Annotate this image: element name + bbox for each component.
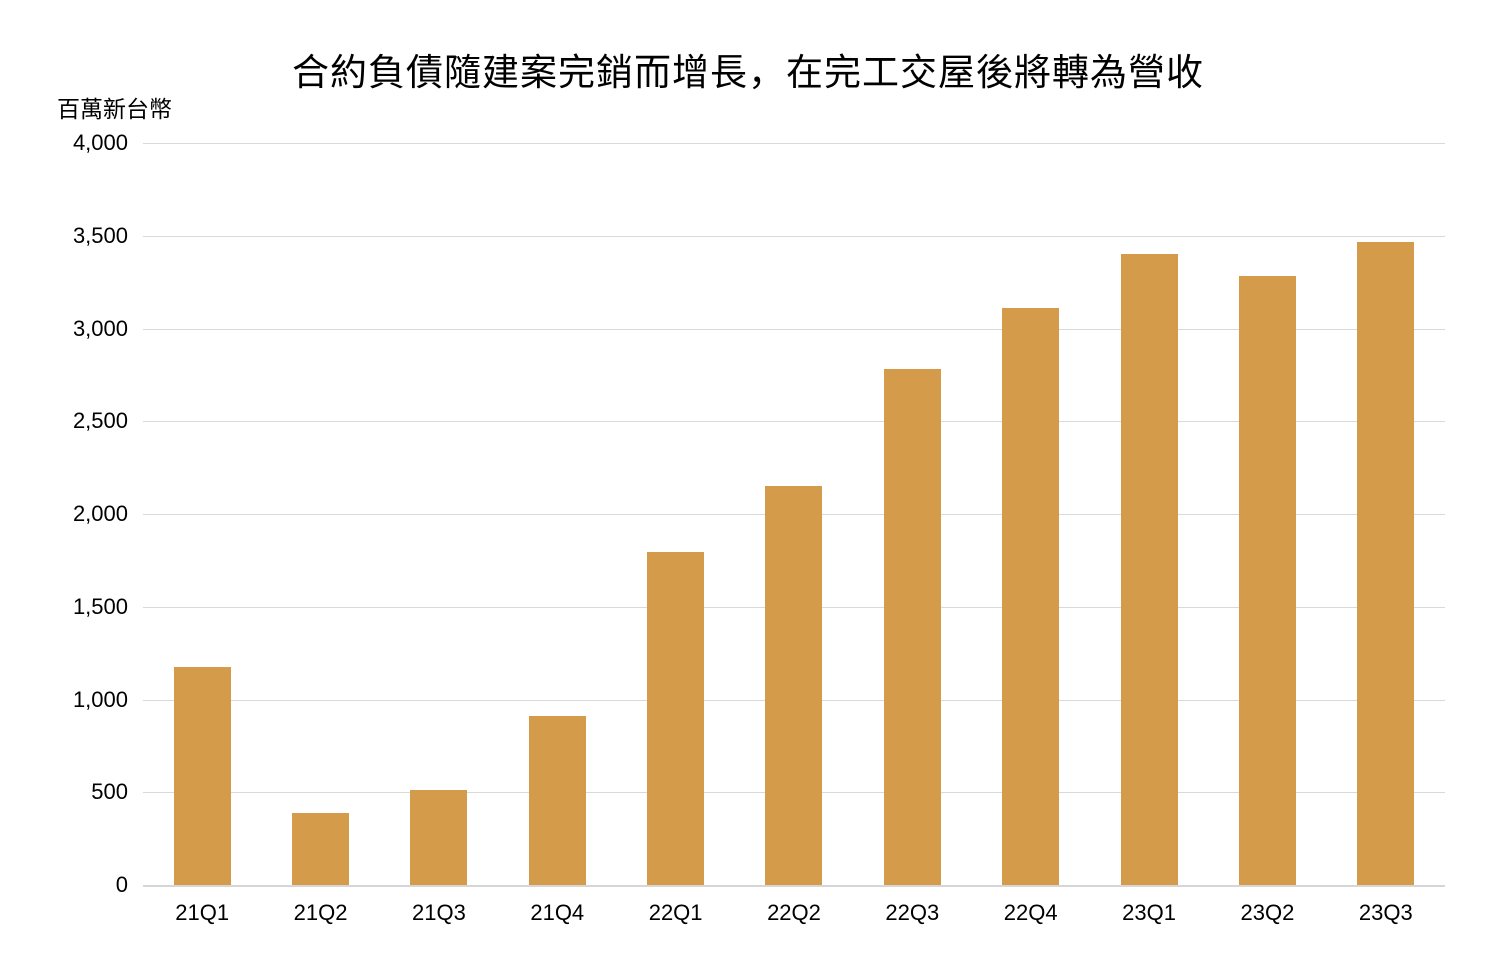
- y-tick-label-500: 500: [91, 779, 128, 805]
- bar-22Q4: [1002, 308, 1060, 885]
- y-tick-label-2000: 2,000: [72, 501, 128, 526]
- bar-23Q2: [1238, 275, 1296, 885]
- gridline-2500: [143, 421, 1445, 423]
- bar-slot-23Q2: [1208, 143, 1326, 885]
- x-axis-label-22Q2: 22Q2: [767, 900, 821, 925]
- y-tick-label-0: 0: [115, 872, 128, 897]
- bar-slot-22Q2: [735, 143, 853, 885]
- plot-area: [143, 143, 1445, 887]
- bar-slot-23Q1: [1090, 143, 1208, 885]
- bar-slot-22Q1: [616, 143, 734, 885]
- x-axis-label-21Q4: 21Q4: [530, 900, 585, 925]
- x-axis-label-21Q3: 21Q3: [411, 900, 466, 925]
- bars-container: [143, 143, 1445, 885]
- x-axis-label-21Q1: 21Q1: [175, 900, 230, 925]
- x-axis-label-23Q2: 23Q2: [1240, 900, 1295, 925]
- y-tick-label-1000: 1,000: [72, 686, 128, 712]
- y-tick-label-3500: 3,500: [72, 222, 128, 248]
- bar-21Q4: [528, 716, 586, 885]
- bar-slot-21Q3: [380, 143, 498, 885]
- y-axis-unit-label: 百萬新台幣: [57, 96, 172, 122]
- x-axis-label-22Q3: 22Q3: [885, 900, 940, 925]
- bar-21Q3: [410, 790, 468, 885]
- bar-22Q3: [883, 369, 941, 885]
- gridline-3000: [143, 328, 1445, 330]
- bar-slot-22Q4: [972, 143, 1090, 885]
- x-axis-label-22Q4: 22Q4: [1003, 900, 1058, 925]
- bar-23Q3: [1357, 242, 1415, 885]
- x-axis-label-23Q3: 23Q3: [1358, 900, 1413, 925]
- bar-slot-21Q4: [498, 143, 616, 885]
- gridline-4000: [143, 143, 1445, 144]
- bar-21Q1: [173, 667, 231, 885]
- y-tick-label-2500: 2,500: [72, 408, 128, 434]
- y-tick-label-1500: 1,500: [72, 593, 128, 619]
- bar-slot-21Q1: [143, 143, 261, 885]
- x-axis-line: [143, 885, 1445, 887]
- gridline-3500: [143, 235, 1445, 237]
- x-axis-label-21Q2: 21Q2: [293, 900, 348, 925]
- y-tick-label-3000: 3,000: [72, 315, 128, 341]
- bar-22Q1: [647, 552, 705, 885]
- y-tick-label-4000: 4,000: [72, 130, 128, 155]
- bar-slot-22Q3: [853, 143, 971, 885]
- y-axis-tick-labels: 4,000 3,500 3,000 2,500 2,000 1,500 1,000 500 0: [0, 132, 128, 896]
- bar-23Q1: [1120, 254, 1178, 885]
- x-axis-label-23Q1: 23Q1: [1122, 900, 1176, 925]
- bar-22Q2: [765, 486, 823, 885]
- chart-title: 合約負債隨建案完銷而增長，在完工交屋後將轉為營收: [292, 52, 1204, 93]
- bar-slot-23Q3: [1327, 143, 1445, 885]
- x-axis-label-22Q1: 22Q1: [648, 900, 703, 925]
- x-axis-labels: 21Q1 21Q2 21Q3 21Q4 22Q1 22Q2 22Q3 22Q4 23Q1 23Q2…: [143, 898, 1445, 928]
- bar-slot-21Q2: [261, 143, 379, 885]
- bar-21Q2: [292, 812, 350, 885]
